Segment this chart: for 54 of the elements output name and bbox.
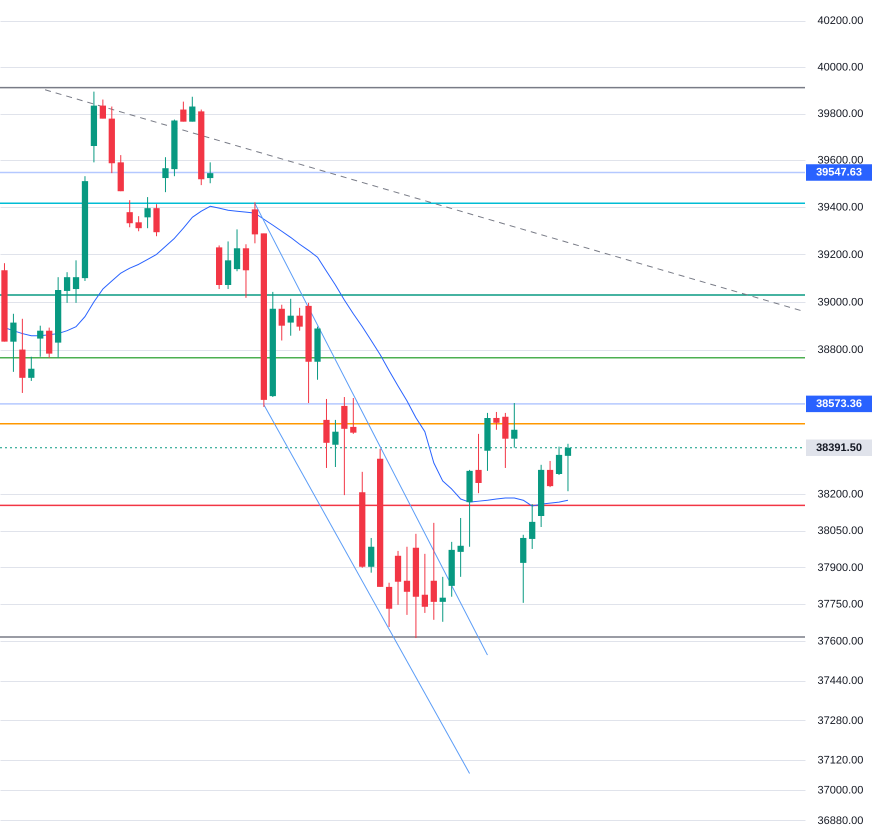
candlestick — [288, 298, 294, 336]
candlestick — [386, 582, 392, 628]
candlestick — [458, 517, 464, 578]
candlestick — [162, 156, 169, 193]
candlestick — [350, 397, 356, 434]
y-tick-label: 37120.00 — [818, 754, 864, 767]
candlestick — [404, 546, 410, 616]
candlestick — [234, 228, 240, 272]
candlestick — [10, 313, 17, 372]
candlestick — [368, 537, 374, 574]
y-tick-label: 39200.00 — [818, 248, 864, 261]
y-tick-label: 37280.00 — [818, 714, 864, 727]
candlestick — [323, 398, 330, 468]
candlestick — [440, 576, 446, 622]
candlestick — [28, 356, 34, 382]
y-tick-label: 39000.00 — [818, 296, 864, 308]
candlestick — [126, 200, 133, 228]
candlestick — [46, 327, 52, 358]
candlestick — [37, 325, 44, 358]
candlestick — [422, 553, 428, 614]
candlestick — [144, 196, 151, 229]
candlestick — [242, 244, 250, 298]
candlestick — [475, 433, 482, 494]
y-tick-label: 38800.00 — [818, 344, 864, 356]
y-tick-label: 40200.00 — [818, 15, 864, 28]
y-tick-label: 40000.00 — [818, 62, 864, 74]
candlestick — [341, 396, 348, 496]
candlestick — [546, 460, 554, 488]
candlestick — [207, 162, 214, 184]
y-tick-label: 38050.00 — [818, 525, 864, 538]
y-tick-label: 39400.00 — [818, 202, 864, 214]
candlestick — [180, 101, 186, 122]
y-tick-label: 37440.00 — [818, 675, 864, 688]
candlestick — [278, 304, 285, 341]
candlestick — [189, 96, 196, 122]
candlestick — [493, 411, 500, 430]
ref-line-label: 38573.36 — [816, 398, 862, 410]
y-tick-label: 39800.00 — [818, 108, 864, 120]
y-tick-label: 37600.00 — [818, 636, 864, 648]
ref-line-label: 38391.50 — [816, 442, 862, 454]
candlestick — [430, 522, 437, 620]
candlestick — [136, 216, 142, 232]
candlestick — [529, 504, 536, 550]
candlestick — [502, 412, 508, 468]
candlestick — [100, 99, 106, 120]
y-tick-label: 36880.00 — [818, 814, 864, 827]
y-tick-label: 39600.00 — [818, 154, 864, 167]
candlestick — [511, 402, 518, 448]
y-tick-label: 37900.00 — [818, 562, 864, 574]
y-tick-label: 37000.00 — [818, 784, 864, 797]
ref-line-label: 39547.63 — [816, 166, 862, 179]
y-tick-label: 37750.00 — [818, 598, 864, 611]
y-tick-label: 38200.00 — [818, 488, 864, 501]
candlestick — [296, 307, 303, 332]
